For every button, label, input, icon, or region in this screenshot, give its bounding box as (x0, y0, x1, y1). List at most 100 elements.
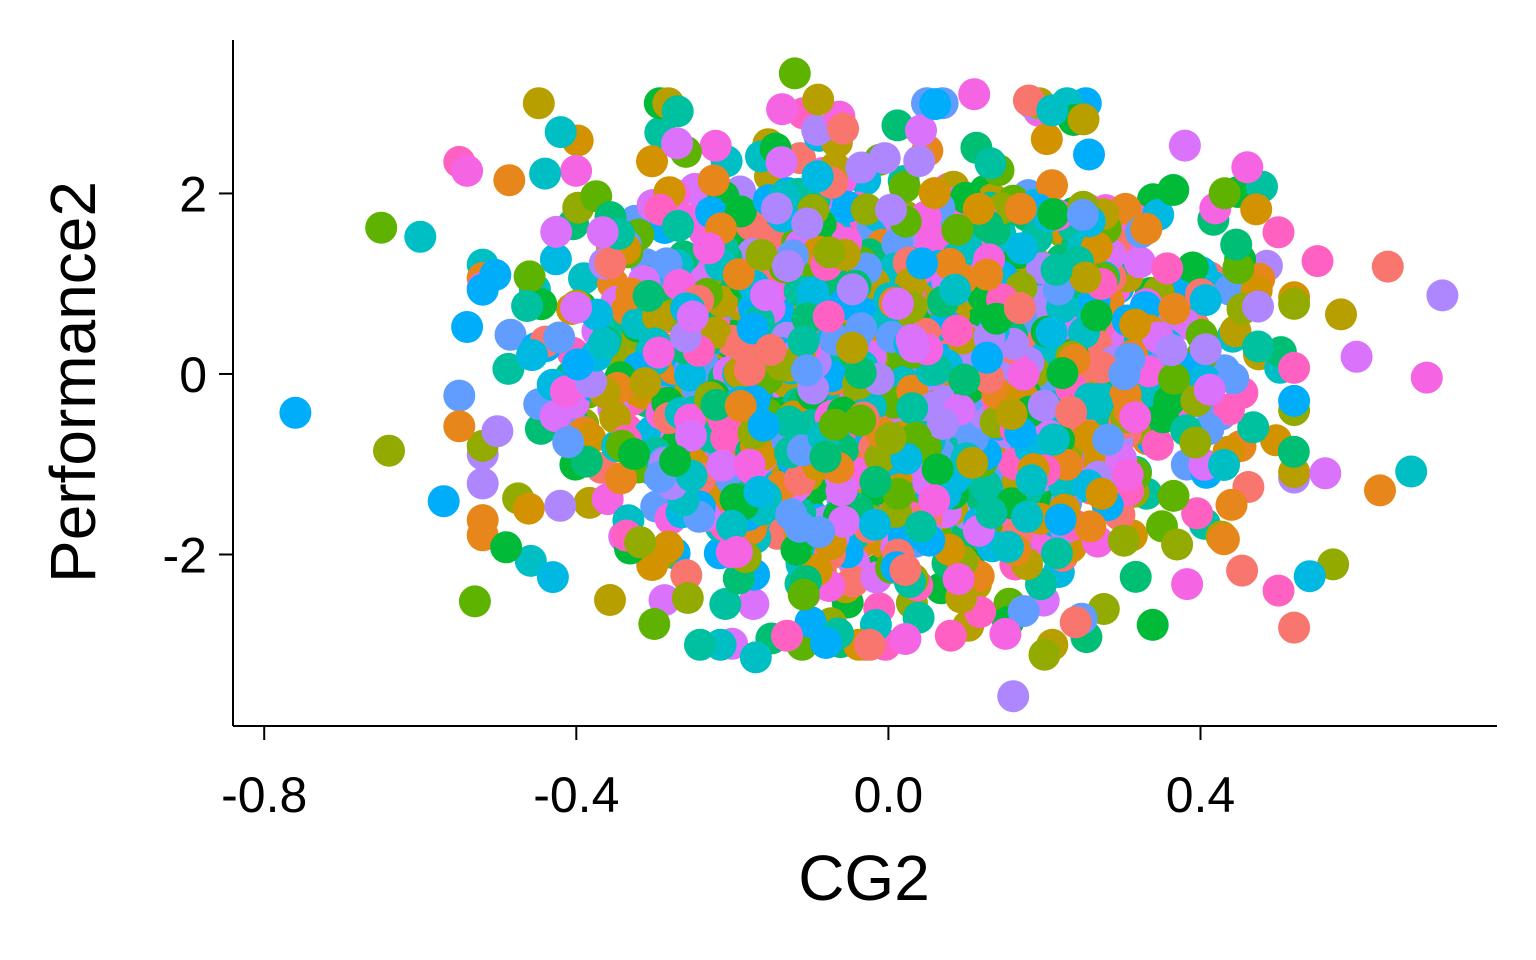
data-point (1092, 423, 1125, 456)
data-point (919, 88, 952, 121)
data-point (511, 290, 544, 322)
data-point (697, 164, 730, 197)
data-point (906, 247, 938, 280)
data-point (898, 331, 931, 363)
data-point (709, 588, 742, 620)
data-point (1371, 250, 1404, 283)
data-point (844, 357, 877, 389)
data-point (365, 211, 398, 244)
data-point (733, 448, 766, 481)
data-point (1208, 449, 1240, 481)
data-point (791, 207, 824, 240)
data-point (818, 408, 851, 441)
data-point (1231, 151, 1264, 184)
data-point (956, 446, 989, 479)
data-point (1226, 554, 1259, 587)
data-point (675, 419, 707, 452)
data-point (771, 619, 803, 652)
data-point (1262, 574, 1295, 607)
data-point (1003, 292, 1036, 324)
data-point (1193, 373, 1226, 406)
data-point (812, 300, 845, 333)
data-point (1278, 611, 1311, 644)
data-point (1035, 316, 1068, 349)
data-point (941, 314, 973, 347)
data-point (594, 584, 626, 616)
data-point (586, 216, 619, 249)
data-point (549, 375, 582, 408)
data-point (692, 232, 725, 265)
data-point (921, 453, 954, 486)
x-tick-label: 0.4 (1166, 767, 1236, 823)
data-point (997, 680, 1030, 713)
data-point (1067, 103, 1100, 136)
data-point (1157, 174, 1190, 206)
data-point (1085, 477, 1118, 510)
data-point (1123, 246, 1156, 279)
data-point (836, 331, 869, 364)
data-point (587, 327, 620, 360)
data-point (1207, 523, 1240, 556)
data-point (1189, 284, 1222, 317)
data-point (1074, 510, 1107, 543)
data-point (736, 312, 769, 345)
data-point (671, 582, 704, 614)
data-point (790, 354, 823, 387)
data-point (1108, 358, 1141, 391)
data-point (1158, 362, 1190, 395)
data-point (934, 619, 967, 652)
data-point (544, 116, 577, 149)
data-point (1119, 308, 1152, 341)
data-point (737, 588, 770, 620)
data-point (724, 390, 757, 422)
data-point (942, 563, 975, 596)
data-point (1181, 497, 1214, 530)
data-point (801, 160, 834, 193)
data-point (1136, 608, 1169, 641)
data-point (451, 154, 484, 187)
data-point (1278, 384, 1311, 417)
data-point (868, 142, 901, 175)
data-point (760, 192, 793, 225)
data-point (1171, 568, 1204, 601)
data-point (512, 492, 545, 525)
data-point (1119, 560, 1152, 593)
data-point (1215, 488, 1248, 521)
data-point (676, 300, 709, 333)
data-point (720, 536, 753, 568)
data-point (529, 157, 562, 190)
data-point (778, 57, 811, 90)
data-point (749, 279, 782, 312)
data-point (516, 339, 548, 372)
x-axis-title: CG2 (798, 842, 930, 914)
data-point (1027, 389, 1060, 422)
data-point (552, 426, 585, 459)
data-point (684, 628, 716, 661)
y-tick-label: 2 (179, 166, 207, 222)
data-point (560, 154, 593, 187)
data-point (561, 348, 594, 381)
data-point (638, 608, 671, 640)
data-point (1237, 411, 1270, 444)
data-point (1066, 198, 1099, 231)
data-point (661, 95, 694, 128)
data-point (1242, 330, 1275, 363)
data-point (458, 585, 491, 618)
data-point (670, 559, 703, 591)
data-point (733, 354, 766, 387)
data-point (1176, 251, 1209, 284)
data-point (754, 334, 787, 366)
data-point (1080, 299, 1113, 332)
data-point (1278, 287, 1311, 320)
data-point (1007, 358, 1040, 391)
data-point (629, 367, 662, 400)
data-point (813, 236, 846, 269)
data-point (1036, 94, 1069, 127)
data-point (905, 114, 937, 147)
x-tick-label: -0.4 (533, 767, 619, 823)
data-point (716, 509, 748, 542)
data-point (775, 498, 808, 531)
data-point (962, 192, 995, 225)
data-point (674, 359, 707, 392)
x-tick-label: -0.8 (221, 767, 307, 823)
